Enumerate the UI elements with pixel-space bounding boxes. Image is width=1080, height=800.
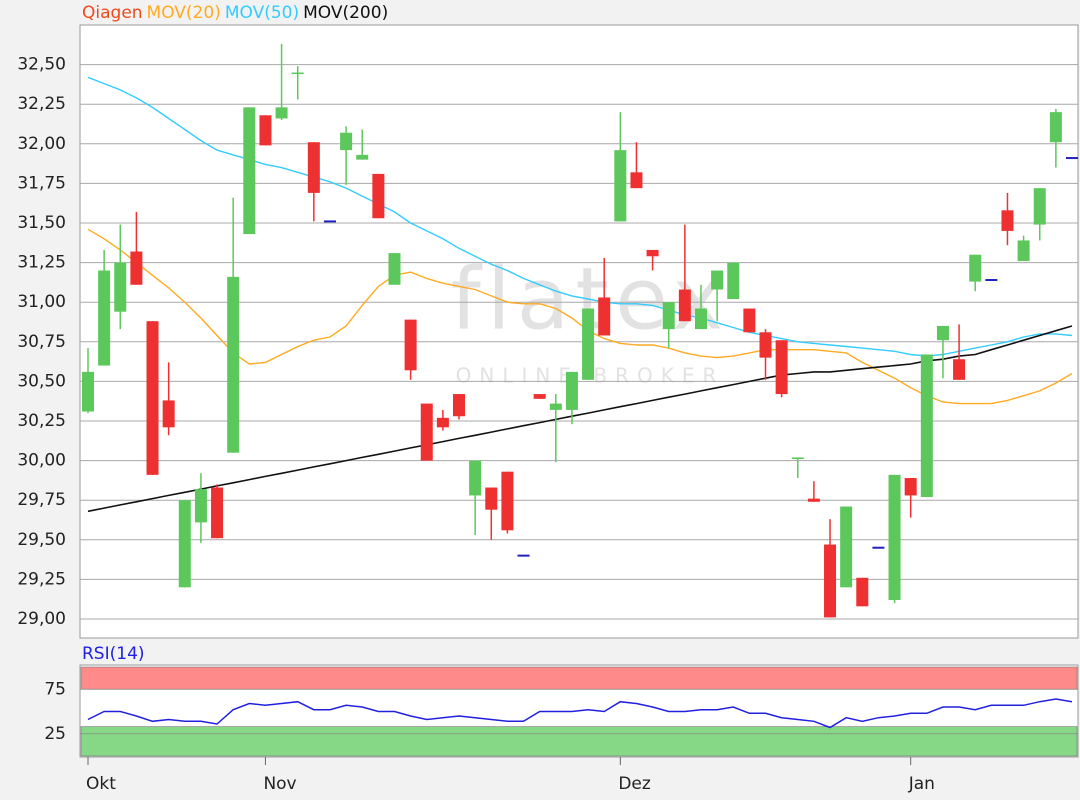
candle-body <box>840 506 853 588</box>
x-tick-label: Okt <box>86 774 116 794</box>
candle-body <box>565 371 578 410</box>
y-tick-label: 32,25 <box>17 94 66 114</box>
candle-body <box>711 270 724 290</box>
candle-body <box>791 457 804 460</box>
candle-body <box>920 354 933 498</box>
moving-average-line <box>87 228 1073 405</box>
candle-body <box>82 371 94 412</box>
rsi-line <box>87 698 1073 729</box>
legend-entry: MOV(50) <box>225 3 299 23</box>
legend-entry: Qiagen <box>82 3 143 23</box>
y-tick-label: 30,75 <box>17 332 66 352</box>
candle-body <box>420 403 433 461</box>
candle-body <box>1049 112 1062 143</box>
x-tick-label: Jan <box>908 774 935 794</box>
y-tick-label: 32,00 <box>17 134 66 154</box>
candle-body <box>630 172 643 189</box>
candle-body <box>953 359 966 380</box>
y-tick-label: 29,25 <box>17 569 66 589</box>
candle-body <box>969 254 982 282</box>
candle-body <box>1001 210 1014 231</box>
candle-body <box>275 107 288 119</box>
moving-average-line <box>87 325 1073 513</box>
candle-body <box>227 276 240 453</box>
candle-body <box>1017 240 1030 262</box>
candle-body <box>130 251 143 285</box>
candle-body <box>759 332 772 358</box>
candle-body <box>1033 188 1046 225</box>
candle-body <box>98 270 111 366</box>
legend-entry: MOV(200) <box>303 3 388 23</box>
candle-body <box>727 262 740 300</box>
candle-body <box>598 297 611 336</box>
y-tick-label: 29,75 <box>17 490 66 510</box>
candle-body <box>888 474 901 600</box>
y-tick-label: 31,75 <box>17 173 66 193</box>
candle-body <box>146 321 159 475</box>
candle-body <box>372 173 385 219</box>
candle-body <box>775 340 788 395</box>
candle-body <box>694 308 707 330</box>
y-tick-label: 32,50 <box>17 55 66 75</box>
candle-body <box>662 302 675 330</box>
candle-body <box>469 460 482 496</box>
y-tick-label: 31,25 <box>17 253 66 273</box>
candle-body <box>178 500 191 588</box>
candle-body <box>678 289 691 322</box>
candle-body <box>453 394 466 417</box>
candle-body <box>614 150 627 222</box>
x-tick-label: Dez <box>618 774 651 794</box>
candle-body <box>936 325 949 341</box>
y-tick-label: 30,00 <box>17 451 66 471</box>
candle-body <box>388 253 401 285</box>
candle-body <box>340 132 353 151</box>
candle-body <box>485 487 498 510</box>
candle-body <box>646 249 659 257</box>
candle-body <box>824 544 837 618</box>
candle-body <box>194 489 207 523</box>
candle-body <box>243 107 256 235</box>
candle-body <box>436 417 449 428</box>
candle-body <box>743 308 756 333</box>
y-tick-label: 25 <box>44 724 66 744</box>
candle-body <box>259 115 272 146</box>
candle-body <box>582 308 595 380</box>
candle-body <box>404 319 417 371</box>
rsi-title: RSI(14) <box>82 644 145 664</box>
legend-entry: MOV(20) <box>147 3 221 23</box>
candle-body <box>549 403 562 410</box>
candle-body <box>162 400 175 428</box>
candle-body <box>307 142 320 193</box>
candle-body <box>807 498 820 502</box>
candle-body <box>211 487 224 539</box>
candle-body <box>356 154 369 160</box>
candle-body <box>501 471 514 531</box>
candle-body <box>533 394 546 399</box>
y-tick-label: 30,25 <box>17 411 66 431</box>
y-tick-label: 29,50 <box>17 530 66 550</box>
y-tick-label: 30,50 <box>17 371 66 391</box>
candle-body <box>904 478 917 496</box>
y-tick-label: 31,50 <box>17 213 66 233</box>
rsi-band <box>80 726 1078 757</box>
candle-body <box>291 72 304 75</box>
y-tick-label: 29,00 <box>17 609 66 629</box>
candle-body <box>114 262 127 312</box>
y-tick-label: 31,00 <box>17 292 66 312</box>
candle-body <box>856 577 869 607</box>
y-tick-label: 75 <box>44 679 66 699</box>
rsi-band <box>80 666 1078 690</box>
x-tick-label: Nov <box>263 774 296 794</box>
